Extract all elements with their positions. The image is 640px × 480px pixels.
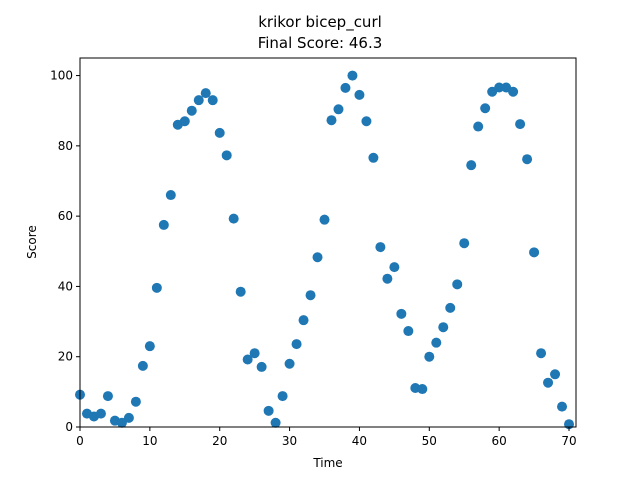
data-point xyxy=(158,219,169,230)
data-point xyxy=(326,115,337,126)
data-point xyxy=(235,286,246,297)
data-point xyxy=(249,348,260,359)
data-point xyxy=(186,105,197,116)
x-axis-ticks: 0 10 20 30 40 50 60 70 xyxy=(76,427,577,448)
data-point xyxy=(123,412,134,423)
data-point xyxy=(396,308,407,319)
chart-title: krikor bicep_curl xyxy=(258,13,382,32)
data-point xyxy=(368,152,379,163)
x-tick-label: 0 xyxy=(76,434,84,448)
y-axis-ticks: 0 20 40 60 80 100 xyxy=(50,69,80,434)
x-tick-label: 20 xyxy=(212,434,227,448)
data-point xyxy=(319,214,330,225)
data-point xyxy=(445,302,456,313)
data-point xyxy=(130,396,141,407)
data-point xyxy=(200,88,211,99)
data-point xyxy=(277,391,288,402)
data-point xyxy=(417,384,428,395)
y-tick-label: 0 xyxy=(65,420,73,434)
data-point xyxy=(431,337,442,348)
data-point xyxy=(291,339,302,350)
data-point xyxy=(466,160,477,171)
x-tick-label: 70 xyxy=(561,434,576,448)
x-tick-label: 30 xyxy=(282,434,297,448)
data-point xyxy=(284,358,295,369)
data-point xyxy=(543,377,554,388)
data-point xyxy=(347,70,358,81)
data-point xyxy=(508,86,519,97)
data-point xyxy=(459,238,470,249)
data-point xyxy=(95,408,106,419)
data-point xyxy=(137,360,148,371)
data-point xyxy=(550,369,561,380)
x-tick-label: 10 xyxy=(142,434,157,448)
chart-subtitle: Final Score: 46.3 xyxy=(258,34,383,52)
data-point xyxy=(557,401,568,412)
data-point xyxy=(312,252,323,263)
data-point xyxy=(389,262,400,273)
data-point xyxy=(242,354,253,365)
data-point xyxy=(382,273,393,284)
data-point xyxy=(438,322,449,333)
y-tick-label: 60 xyxy=(58,209,73,223)
y-axis-label: Score xyxy=(25,225,39,259)
data-point xyxy=(494,82,505,93)
x-tick-label: 40 xyxy=(352,434,367,448)
y-tick-label: 40 xyxy=(58,279,73,293)
data-point xyxy=(214,127,225,138)
data-point xyxy=(354,89,365,100)
data-point xyxy=(102,391,113,402)
data-point xyxy=(263,405,274,416)
data-point xyxy=(333,104,344,115)
data-point xyxy=(228,213,239,224)
data-point xyxy=(298,315,309,326)
y-tick-label: 80 xyxy=(58,139,73,153)
data-point xyxy=(403,326,414,337)
y-tick-label: 20 xyxy=(58,350,73,364)
data-point xyxy=(375,242,386,253)
data-point xyxy=(221,150,232,161)
data-point xyxy=(522,154,533,165)
data-point xyxy=(270,417,281,428)
plot-frame xyxy=(79,57,577,428)
x-axis-label: Time xyxy=(312,456,342,470)
x-tick-label: 60 xyxy=(492,434,507,448)
data-point xyxy=(515,119,526,130)
y-tick-label: 100 xyxy=(50,69,73,83)
data-point xyxy=(144,341,155,352)
data-point xyxy=(193,95,204,106)
data-point xyxy=(165,190,176,201)
data-point xyxy=(529,247,540,258)
data-point xyxy=(256,361,267,372)
data-point xyxy=(536,348,547,359)
data-point xyxy=(480,103,491,114)
x-tick-label: 50 xyxy=(422,434,437,448)
data-point xyxy=(340,82,351,93)
data-points xyxy=(75,70,575,430)
data-point xyxy=(305,290,316,301)
data-point xyxy=(116,417,127,428)
data-point xyxy=(151,282,162,293)
data-point xyxy=(207,95,218,106)
data-point xyxy=(424,351,435,362)
data-point xyxy=(473,121,484,132)
data-point xyxy=(361,116,372,127)
data-point xyxy=(179,116,190,127)
data-point xyxy=(452,279,463,290)
